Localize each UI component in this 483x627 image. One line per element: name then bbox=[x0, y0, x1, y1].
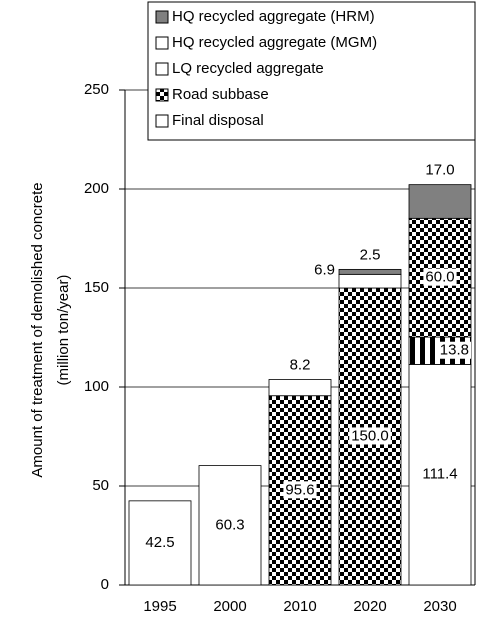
legend-box bbox=[147, 1, 476, 141]
legend-swatch bbox=[155, 114, 169, 128]
value-label: 60.3 bbox=[215, 516, 244, 533]
y-axis-label-line: Amount of treatment of demolished concre… bbox=[29, 182, 46, 477]
legend-swatch bbox=[155, 10, 169, 24]
value-label: 2.5 bbox=[360, 246, 381, 263]
legend-swatch bbox=[155, 36, 169, 50]
bar-segment bbox=[268, 379, 332, 397]
value-label: 111.4 bbox=[422, 466, 457, 483]
legend: HQ recycled aggregate (HRM) HQ recycled a… bbox=[147, 1, 476, 141]
x-tick-label: 1995 bbox=[143, 598, 176, 615]
x-tick-label: 2030 bbox=[423, 598, 456, 615]
legend-label: Final disposal bbox=[172, 112, 264, 129]
value-label-bg bbox=[437, 341, 471, 359]
y-tick-label: 50 bbox=[92, 477, 109, 494]
y-tick-label: 200 bbox=[84, 180, 109, 197]
value-label: 42.5 bbox=[145, 534, 174, 551]
value-label: 95.6 bbox=[285, 481, 314, 498]
x-tick-label: 2020 bbox=[353, 598, 386, 615]
bar-segment bbox=[408, 184, 472, 219]
y-axis-label: Amount of treatment of demolished concre… bbox=[29, 182, 72, 477]
legend-label: HQ recycled aggregate (HRM) bbox=[172, 8, 375, 25]
legend-swatch bbox=[155, 88, 169, 102]
value-label-bg bbox=[143, 533, 177, 551]
value-label: 17.0 bbox=[425, 162, 454, 179]
y-tick-label: 0 bbox=[101, 576, 109, 593]
value-label-bg bbox=[420, 465, 460, 483]
y-axis-label-line: (million ton/year) bbox=[55, 275, 72, 386]
value-label-bg bbox=[349, 427, 391, 445]
y-tick-label: 100 bbox=[84, 378, 109, 395]
value-label-bg bbox=[423, 268, 457, 286]
value-label: 8.2 bbox=[290, 356, 311, 373]
bar-segment bbox=[338, 268, 402, 275]
value-label: 6.9 bbox=[314, 261, 335, 278]
bar-segment bbox=[338, 273, 402, 289]
legend-label: Road subbase bbox=[172, 86, 269, 103]
value-label: 150.0 bbox=[351, 427, 389, 444]
legend-label: LQ recycled aggregate bbox=[172, 60, 324, 77]
x-tick-label: 2010 bbox=[283, 598, 316, 615]
y-tick-label: 150 bbox=[84, 279, 109, 296]
x-tick-label: 2000 bbox=[213, 598, 246, 615]
value-label: 13.8 bbox=[440, 342, 469, 359]
value-label: 60.0 bbox=[425, 269, 454, 286]
legend-label: HQ recycled aggregate (MGM) bbox=[172, 34, 377, 51]
legend-swatch bbox=[155, 62, 169, 76]
y-tick-label: 250 bbox=[84, 81, 109, 98]
value-label-bg bbox=[283, 481, 317, 499]
value-label-bg bbox=[213, 516, 247, 534]
